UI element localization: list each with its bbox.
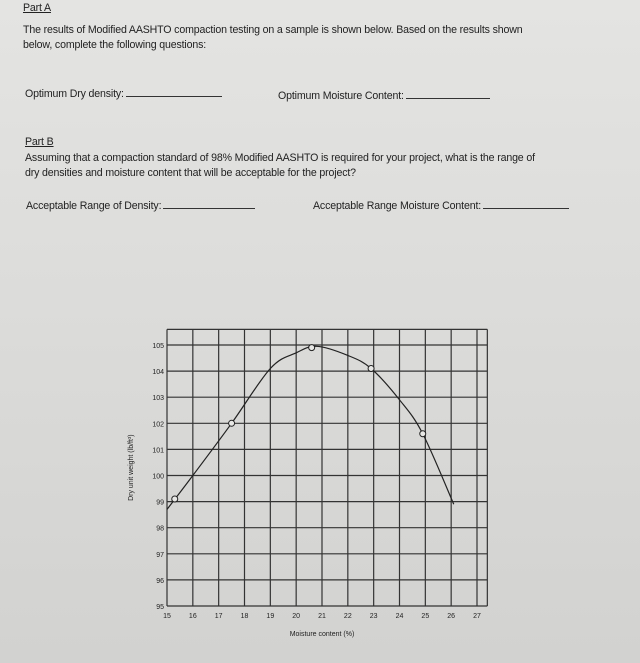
x-tick-label: 21 (318, 613, 326, 620)
x-tick-label: 26 (447, 613, 455, 620)
data-point (367, 364, 375, 372)
y-tick-label: 104 (152, 369, 164, 376)
data-point (419, 430, 427, 438)
y-tick-label: 100 (152, 474, 164, 481)
optimum-dry-density-blank[interactable] (125, 87, 222, 97)
data-point (228, 419, 236, 427)
part-a-text-line1: The results of Modified AASHTO compactio… (23, 24, 523, 36)
y-tick-label: 98 (156, 526, 164, 533)
y-tick-label: 97 (156, 552, 164, 559)
optimum-dry-density-label: Optimum Dry density: (25, 88, 124, 100)
x-tick-label: 23 (370, 613, 378, 620)
optimum-moisture-label: Optimum Moisture Content: (278, 90, 404, 102)
x-tick-label: 25 (421, 613, 429, 620)
density-range-question: Acceptable Range of Density: (26, 199, 256, 212)
x-tick-label: 27 (473, 613, 481, 620)
y-axis-label: Dry unit weight (lb/ft³) (128, 434, 135, 501)
y-tick-label: 95 (156, 604, 164, 611)
part-b-text-line2: dry densities and moisture content that … (25, 167, 356, 179)
x-tick-label: 20 (292, 613, 300, 620)
part-a-heading: Part A (23, 2, 51, 14)
compaction-curve (166, 345, 455, 510)
y-tick-label: 99 (156, 500, 164, 507)
data-point (308, 344, 316, 352)
x-axis-label: Moisture content (%) (290, 631, 355, 638)
y-tick-label: 103 (152, 395, 164, 402)
density-range-blank[interactable] (163, 199, 256, 209)
x-tick-label: 22 (344, 613, 352, 620)
optimum-moisture-question: Optimum Moisture Content: (278, 89, 490, 102)
x-tick-label: 24 (396, 613, 404, 620)
x-tick-label: 17 (215, 613, 223, 620)
optimum-moisture-blank[interactable] (405, 89, 490, 99)
data-point (171, 495, 179, 503)
y-tick-label: 101 (152, 447, 164, 454)
part-a-text-line2: below, complete the following questions: (23, 39, 207, 51)
y-tick-label: 96 (156, 578, 164, 585)
moisture-range-blank[interactable] (483, 199, 570, 209)
moisture-range-label: Acceptable Range Moisture Content: (313, 200, 482, 212)
part-b-heading: Part B (25, 136, 54, 148)
part-b-text-line1: Assuming that a compaction standard of 9… (25, 152, 535, 164)
y-tick-label: 105 (152, 343, 164, 350)
x-tick-label: 18 (241, 613, 249, 620)
x-tick-label: 19 (266, 613, 274, 620)
x-tick-label: 15 (163, 613, 171, 620)
optimum-dry-density-question: Optimum Dry density: (25, 87, 222, 100)
x-tick-label: 16 (189, 613, 197, 620)
moisture-range-question: Acceptable Range Moisture Content: (313, 199, 570, 212)
density-range-label: Acceptable Range of Density: (26, 200, 162, 212)
y-tick-label: 102 (152, 421, 164, 428)
